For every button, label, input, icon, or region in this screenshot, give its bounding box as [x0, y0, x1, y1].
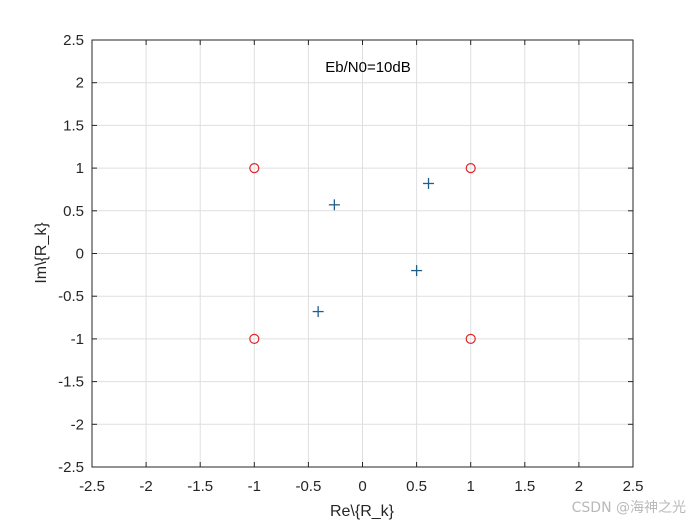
chart-title: Eb/N0=10dB [325, 59, 410, 76]
x-tick-label: 0.5 [406, 478, 427, 495]
x-tick-label: -2 [139, 478, 152, 495]
y-tick-label: 1 [76, 160, 84, 177]
x-tick-label: 2 [575, 478, 583, 495]
x-tick-label: -1.5 [187, 478, 213, 495]
y-tick-label: 0 [76, 246, 84, 263]
x-tick-labels: -2.5 -2 -1.5 -1 -0.5 0 0.5 1 1.5 2 2.5 [79, 478, 643, 495]
y-axis-label: Im\{R_k} [33, 222, 50, 284]
plot-area-border [91, 39, 634, 468]
y-tick-label: -1 [71, 331, 84, 348]
y-tick-label: 2 [76, 75, 84, 92]
x-tick-label: 1.5 [514, 478, 535, 495]
x-tick-label: 1 [467, 478, 475, 495]
y-tick-label: 0.5 [63, 203, 84, 220]
y-tick-label: -2 [71, 416, 84, 433]
data-markers [249, 163, 476, 344]
y-tick-label: 1.5 [63, 117, 84, 134]
circle-marker [249, 333, 260, 344]
y-tick-label: -2.5 [58, 459, 84, 476]
y-tick-labels: -2.5 -2 -1.5 -1 -0.5 0 0.5 1 1.5 2 2.5 [58, 32, 84, 476]
circle-marker [465, 163, 476, 174]
x-axis-label: Re\{R_k} [330, 503, 395, 520]
circle-marker [249, 163, 260, 174]
y-tick-label: -1.5 [58, 374, 84, 391]
y-tick-label: 2.5 [63, 32, 84, 49]
plus-marker [411, 265, 423, 277]
y-tick-label: -0.5 [58, 288, 84, 305]
circle-marker [465, 333, 476, 344]
x-tick-label: 0 [358, 478, 366, 495]
x-tick-label: 2.5 [623, 478, 644, 495]
x-tick-label: -0.5 [295, 478, 321, 495]
x-tick-label: -1 [248, 478, 261, 495]
x-tick-label: -2.5 [79, 478, 105, 495]
watermark: CSDN @海神之光 [571, 500, 686, 516]
plus-marker [312, 306, 324, 318]
plus-marker [423, 177, 435, 189]
plus-marker [328, 199, 340, 211]
